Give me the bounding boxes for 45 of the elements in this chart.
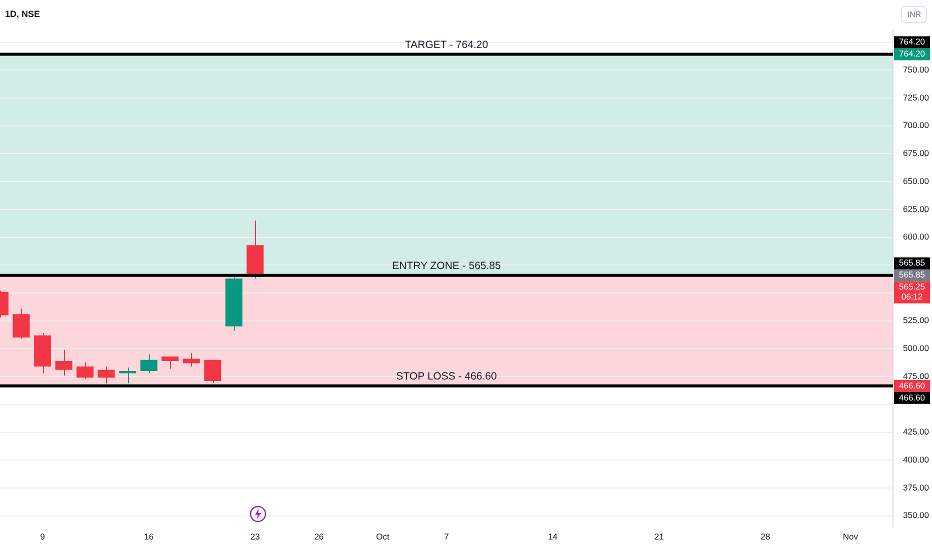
x-tick-label: 16 bbox=[144, 531, 154, 542]
x-tick-label: 23 bbox=[250, 531, 260, 542]
y-tick-label: 400.00 bbox=[903, 454, 930, 464]
x-tick-label: 26 bbox=[314, 531, 324, 542]
candlestick bbox=[140, 354, 158, 374]
ref-line-label: STOP LOSS - 466.60 bbox=[396, 370, 497, 383]
x-tick-label: Oct bbox=[376, 531, 390, 542]
y-tick-label: 700.00 bbox=[903, 120, 930, 130]
y-tick-label: 625.00 bbox=[903, 204, 930, 214]
text: 764.20 bbox=[899, 36, 925, 47]
x-tick-label: Nov bbox=[842, 531, 859, 542]
y-tick-label: 425.00 bbox=[903, 426, 930, 437]
y-tick-label: 500.00 bbox=[903, 343, 930, 354]
text: 565.85 bbox=[899, 258, 925, 268]
y-tick-label: 650.00 bbox=[903, 176, 930, 186]
x-tick-label: 14 bbox=[548, 531, 558, 542]
y-axis-title: INR bbox=[901, 6, 927, 23]
y-tick-label: 750.00 bbox=[903, 64, 930, 74]
x-tick-label: 7 bbox=[444, 531, 450, 542]
y-tick-label: 525.00 bbox=[903, 315, 930, 326]
annotation: 466.60 bbox=[899, 380, 926, 390]
candlestick bbox=[76, 362, 94, 380]
text: 06:12 bbox=[901, 292, 923, 302]
y-tick-label: 675.00 bbox=[903, 148, 930, 158]
chart-title: 1D, NSE bbox=[5, 9, 40, 19]
ref-line-label: ENTRY ZONE - 565.85 bbox=[392, 260, 502, 272]
y-tick-label: 725.00 bbox=[903, 92, 930, 102]
text: 466.60 bbox=[899, 392, 925, 402]
y-tick-label: 475.00 bbox=[903, 370, 930, 381]
candlestick bbox=[12, 308, 30, 340]
candlestick bbox=[204, 359, 222, 384]
annotation: 764.20 bbox=[899, 48, 926, 59]
y-tick-label: 375.00 bbox=[903, 482, 930, 492]
candlestick bbox=[55, 349, 72, 376]
candlestick bbox=[182, 352, 200, 368]
x-tick-label: 28 bbox=[760, 531, 770, 542]
x-tick-label: 21 bbox=[654, 531, 664, 542]
text: 565.25 bbox=[899, 282, 926, 292]
y-tick-label: 350.00 bbox=[903, 510, 930, 520]
candlestick bbox=[98, 366, 115, 384]
candlestick bbox=[162, 356, 179, 370]
y-tick-label: 600.00 bbox=[903, 232, 930, 242]
annotation: 565.85 bbox=[899, 270, 926, 280]
x-tick-label: 9 bbox=[40, 531, 46, 542]
ref-line-label: TARGET - 764.20 bbox=[404, 38, 488, 51]
